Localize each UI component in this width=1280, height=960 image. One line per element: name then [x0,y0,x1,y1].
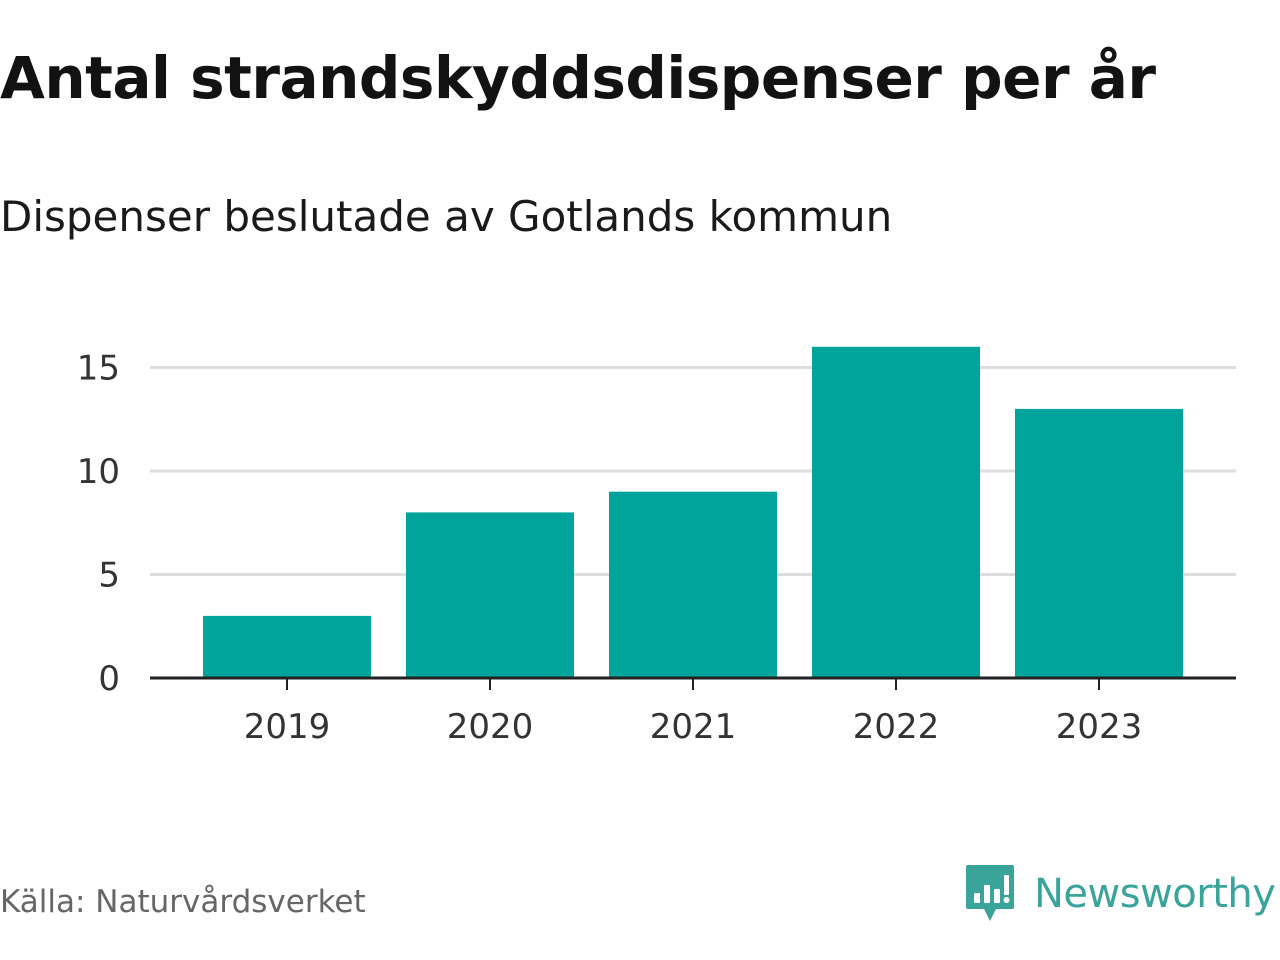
x-tick-label-2023: 2023 [1056,707,1143,747]
bar-2021 [609,491,777,678]
x-tick-label-2019: 2019 [244,707,331,747]
bar-2023 [1015,408,1183,678]
y-tick-label-10: 10 [77,452,120,492]
y-tick-label-0: 0 [98,659,120,699]
y-tick-label-5: 5 [98,556,120,596]
bar-2020 [406,512,574,678]
bar-2022 [812,346,980,678]
y-tick-label-15: 15 [77,349,120,389]
bar-chart: 0 5 10 15 2019 2020 2021 2022 2023 [77,346,1236,747]
newsworthy-logo-icon [966,865,1014,921]
brand-logo[interactable]: Newsworthy [964,862,1276,926]
source-note: Källa: Naturvårdsverket [0,884,366,920]
x-tick-label-2021: 2021 [650,707,737,747]
chart-title: Antal strandskyddsdispenser per år [0,44,1156,112]
bar-2019 [203,615,371,678]
x-tick-label-2022: 2022 [853,707,940,747]
chart-subtitle: Dispenser beslutade av Gotlands kommun [0,192,893,241]
brand-name: Newsworthy [1034,871,1276,917]
x-tick-label-2020: 2020 [447,707,534,747]
